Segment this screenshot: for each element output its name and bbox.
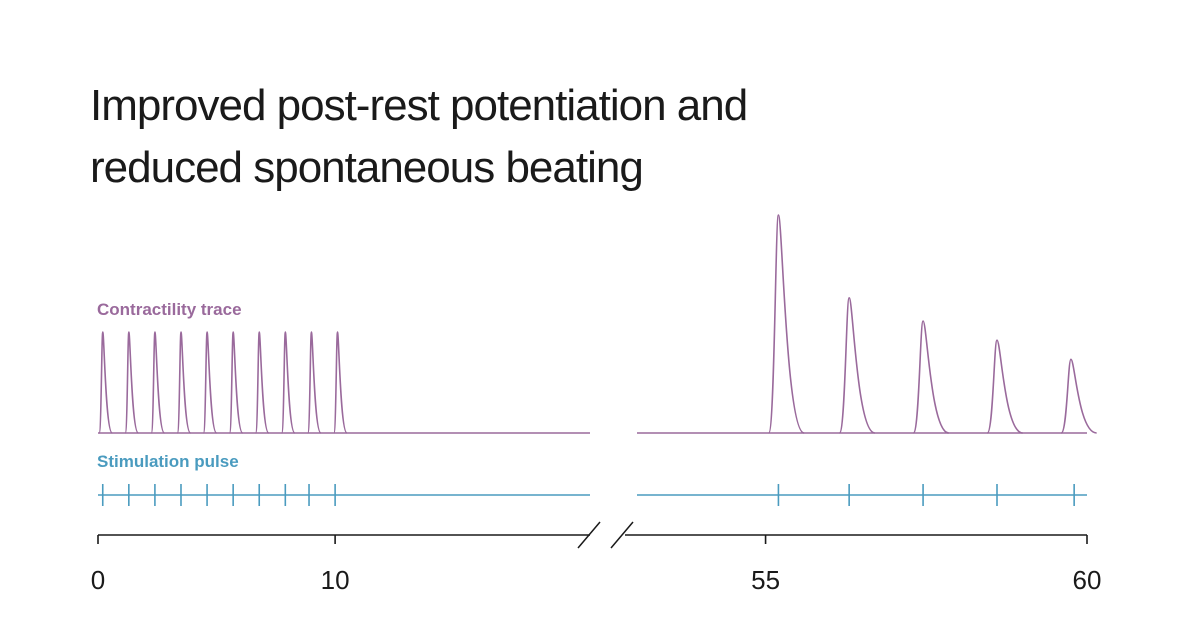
x-tick-label: 60 — [1073, 565, 1102, 595]
contraction-peak — [912, 320, 950, 434]
x-tick-label: 55 — [751, 565, 780, 595]
contraction-peak — [150, 331, 166, 434]
legend-label: Contractility trace — [97, 300, 242, 319]
x-tick-label: 0 — [91, 565, 105, 595]
contraction-peak — [202, 331, 218, 434]
contraction-peak — [254, 331, 270, 434]
contraction-peak — [124, 331, 140, 434]
chart-title: reduced spontaneous beating — [90, 143, 643, 192]
contraction-peak — [1060, 358, 1097, 434]
x-tick-label: 10 — [321, 565, 350, 595]
contraction-peak — [838, 296, 876, 434]
chart-title: Improved post-rest potentiation and — [90, 81, 747, 130]
contraction-peak — [98, 331, 114, 434]
contraction-peak — [768, 214, 805, 434]
contraction-peak — [986, 339, 1024, 434]
contraction-peak — [333, 331, 348, 434]
axis-break — [610, 521, 634, 549]
legend-label: Stimulation pulse — [97, 452, 239, 471]
contraction-peak — [176, 331, 192, 434]
contraction-peak — [307, 331, 322, 434]
contraction-peak — [280, 331, 296, 434]
contraction-peak — [228, 331, 244, 434]
